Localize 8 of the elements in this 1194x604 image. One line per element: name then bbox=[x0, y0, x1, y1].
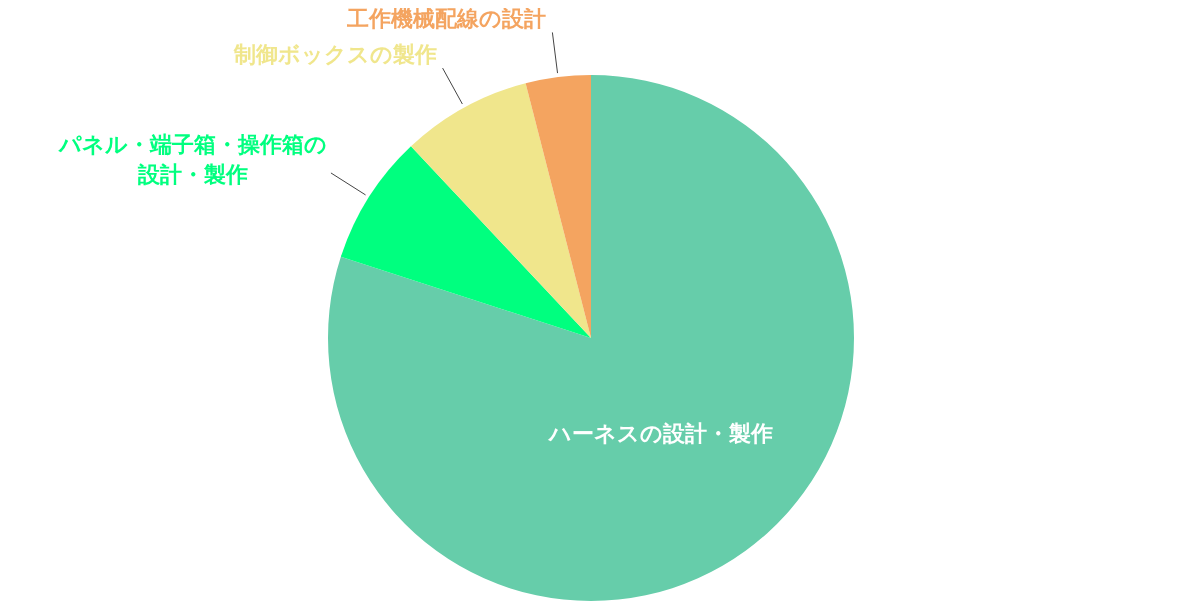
slice-label: 制御ボックスの製作 bbox=[232, 42, 437, 68]
slice-label: ハーネスの設計・製作 bbox=[546, 421, 773, 447]
pie-slice bbox=[410, 83, 591, 338]
pie-slice bbox=[340, 146, 591, 338]
slice-label: 工作機械配線の設計 bbox=[346, 6, 547, 32]
pie-slice bbox=[525, 75, 591, 338]
pie-slice bbox=[328, 75, 854, 601]
slice-label: パネル・端子箱・操作箱の設計・製作 bbox=[57, 132, 327, 187]
